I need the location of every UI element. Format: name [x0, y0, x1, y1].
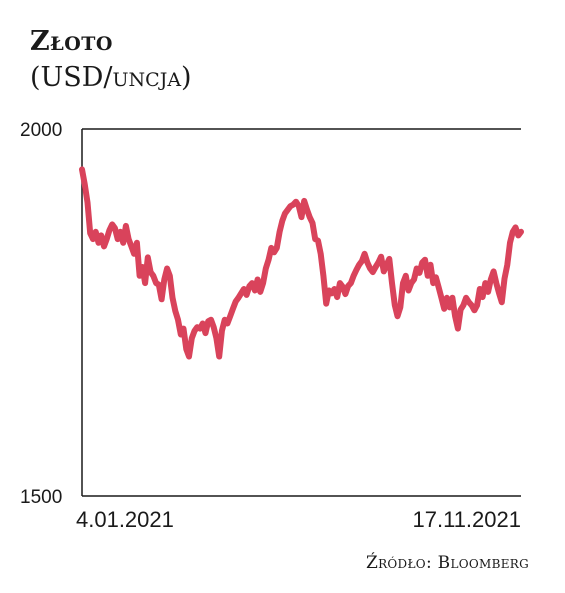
y-tick-label-top: 2000 — [20, 120, 62, 141]
source-credit: Źródło: Bloomberg — [365, 553, 529, 573]
y-tick-label-bottom: 1500 — [20, 487, 62, 508]
x-end-date-label: 17.11.2021 — [413, 507, 521, 532]
gold-price-line — [79, 166, 524, 360]
chart-title: Złoto — [30, 26, 113, 57]
series-layer — [79, 166, 524, 360]
chart-subtitle: (USD/uncja) — [30, 62, 192, 93]
x-start-date-label: 4.01.2021 — [76, 507, 174, 532]
